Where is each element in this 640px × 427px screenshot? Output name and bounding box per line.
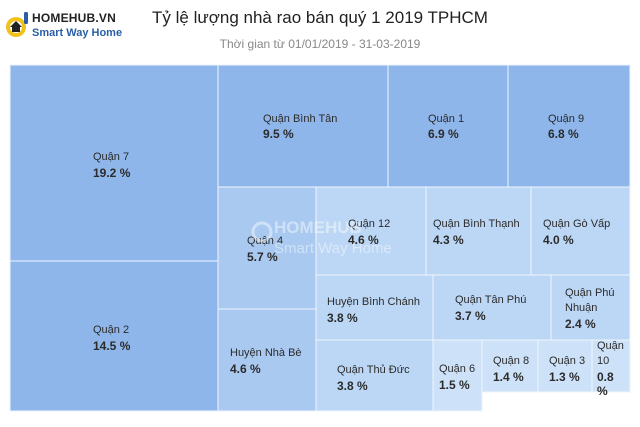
tile-name-label: Quận 9 — [548, 113, 584, 125]
treemap-tile-quan-binh-thanh — [425, 186, 532, 276]
tile-name-label: Huyện Bình Chánh — [327, 296, 420, 308]
treemap-tile-quan-6 — [432, 339, 483, 412]
tile-name-label: Quận Bình Thạnh — [433, 218, 520, 230]
treemap-tile-quan-9 — [507, 64, 631, 188]
tile-name-label: Huyện Nhà Bè — [230, 347, 302, 359]
tile-value-label: 9.5 % — [263, 127, 294, 141]
brand-logo: HOMEHUB.VN Smart Way Home — [4, 8, 134, 44]
treemap-tile-quan-4 — [217, 186, 317, 310]
tile-value-label: 4.0 % — [543, 233, 574, 247]
tile-name-label: Quận Tân Phú — [455, 294, 526, 306]
tile-value-label: 1.5 % — [439, 378, 470, 392]
chart-subtitle: Thời gian từ 01/01/2019 - 31-03-2019 — [219, 37, 421, 51]
tile-name-label: Quận Phú Nhuận — [565, 287, 615, 314]
tile-name-label: Quận 10 — [597, 340, 624, 367]
tile-name-label: Quận Thủ Đức — [337, 364, 410, 376]
tile-value-label: 4.6 % — [348, 233, 379, 247]
bottom-watermark: HOMEHUB.VN — [568, 399, 629, 409]
tile-name-label: Quận 4 — [247, 235, 283, 247]
house-key-icon — [6, 12, 28, 37]
treemap-tile-quan-8 — [481, 339, 539, 393]
brand-name: HOMEHUB.VN — [32, 11, 117, 25]
tile-name-label: Quận 3 — [549, 355, 585, 367]
tile-value-label: 0.8% — [597, 370, 614, 398]
tile-value-label: 4.6 % — [230, 362, 261, 376]
tile-name-label: Quận Gò Vấp — [543, 218, 610, 230]
treemap-tile-quan-1 — [387, 64, 509, 188]
treemap-tile-quan-10 — [591, 339, 631, 393]
treemap-tile-huyen-nha-be — [217, 308, 317, 412]
tile-value-label: 1.3 % — [549, 370, 580, 384]
tile-name-label: Quận 6 — [439, 363, 475, 375]
tile-value-label: 3.7 % — [455, 309, 486, 323]
treemap-tile-quan-go-vap — [530, 186, 631, 276]
chart-title: Tỷ lệ lượng nhà rao bán quý 1 2019 TPHCM — [152, 8, 488, 27]
treemap-tile-quan-tan-phu — [432, 274, 552, 341]
tile-value-label: 3.8 % — [327, 311, 358, 325]
watermark-logo-icon — [251, 221, 273, 243]
tile-name-label: Quận Bình Tân — [263, 113, 337, 125]
tile-value-label: 14.5 % — [93, 339, 131, 353]
watermark-name: HOMEHUB — [274, 218, 362, 237]
tile-name-label: Quận 1 — [428, 113, 464, 125]
tile-name-label: Quận 7 — [93, 151, 129, 163]
tile-value-label: 6.8 % — [548, 127, 579, 141]
tile-value-label: 5.7 % — [247, 250, 278, 264]
brand-tagline: Smart Way Home — [32, 27, 123, 39]
treemap-tile-quan-2 — [9, 260, 219, 412]
treemap-tile-quan-thu-duc — [315, 339, 434, 412]
tile-value-label: 3.8 % — [337, 379, 368, 393]
tile-value-label: 4.3 % — [433, 233, 464, 247]
treemap-tile-quan-binh-tan — [217, 64, 389, 188]
tile-value-label: 1.4 % — [493, 370, 524, 384]
center-watermark: HOMEHUB Smart Way Home — [251, 218, 392, 257]
tile-value-label: 2.4 % — [565, 317, 596, 331]
tile-name-label: Quận 8 — [493, 355, 529, 367]
watermark-tagline: Smart Way Home — [274, 240, 392, 257]
tile-name-label: Quận 2 — [93, 324, 129, 336]
tile-name-label: Quận 12 — [348, 218, 390, 230]
tile-value-label: 19.2 % — [93, 166, 131, 180]
tile-value-label: 6.9 % — [428, 127, 459, 141]
treemap-tile-quan-7 — [9, 64, 219, 262]
treemap-tile-huyen-binh-chanh — [315, 274, 434, 341]
